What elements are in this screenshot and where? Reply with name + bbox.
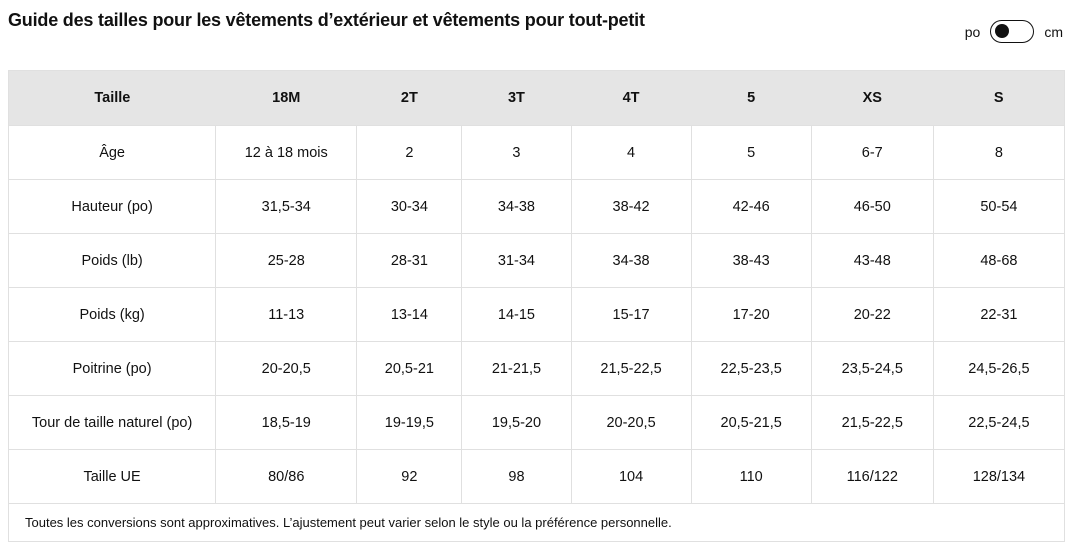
table-row: Hauteur (po) 31,5-34 30-34 34-38 38-42 42-46 4… (7, 179, 1066, 234)
topbar: Guide des tailles pour les vêtements d’e… (8, 8, 1065, 70)
column-header: XS (811, 70, 934, 126)
cell-value: 4 (570, 125, 692, 180)
toggle-knob-icon (995, 24, 1010, 38)
cell-value: 43-48 (810, 233, 934, 288)
cell-value: 50-54 (932, 179, 1066, 234)
cell-value: 46-50 (810, 179, 934, 234)
column-header: 18M (215, 70, 357, 126)
column-header: 4T (571, 70, 692, 126)
cell-value: 22,5-24,5 (932, 395, 1066, 450)
column-header: S (933, 70, 1065, 126)
cell-value: 22,5-23,5 (690, 341, 812, 396)
table-row: Poids (kg) 11-13 13-14 14-15 15-17 17-20 20-22… (7, 287, 1066, 342)
row-label: Âge (7, 125, 217, 180)
footnote-row: Toutes les conversions sont approximativ… (8, 503, 1065, 542)
unit-option-po[interactable]: po (964, 23, 981, 40)
cell-value: 22-31 (932, 287, 1066, 342)
cell-value: 11-13 (215, 287, 358, 342)
cell-value: 20-22 (810, 287, 934, 342)
table-row: Poitrine (po) 20-20,5 20,5-21 21-21,5 21,5-2… (7, 341, 1066, 396)
row-label: Tour de taille naturel (po) (7, 395, 217, 450)
cell-value: 31,5-34 (215, 179, 358, 234)
cell-value: 34-38 (461, 179, 572, 234)
table-row: Poids (lb) 25-28 28-31 31-34 34-38 38-43 43-48… (7, 233, 1066, 288)
cell-value: 20-20,5 (215, 341, 358, 396)
cell-value: 48-68 (932, 233, 1066, 288)
unit-option-cm[interactable]: cm (1044, 23, 1063, 40)
cell-value: 38-43 (690, 233, 812, 288)
cell-value: 19,5-20 (461, 395, 572, 450)
row-label: Poids (kg) (7, 287, 217, 342)
cell-value: 12 à 18 mois (215, 125, 358, 180)
cell-value: 21,5-22,5 (810, 395, 934, 450)
cell-value: 3 (461, 125, 572, 180)
cell-value: 80/86 (215, 449, 358, 504)
cell-value: 25-28 (215, 233, 358, 288)
table-row: Âge 12 à 18 mois 2 3 4 5 6-7 8 (7, 125, 1066, 180)
cell-value: 34-38 (570, 233, 692, 288)
cell-value: 2 (356, 125, 463, 180)
table-row: Taille UE 80/86 92 98 104 110 116/122 128/134 (7, 449, 1066, 504)
cell-value: 21-21,5 (461, 341, 572, 396)
size-table-header-row: Taille 18M 2T 3T 4T 5 XS S (8, 70, 1065, 126)
table-row: Tour de taille naturel (po) 18,5-19 19-19,… (7, 395, 1066, 450)
cell-value: 31-34 (461, 233, 572, 288)
row-label: Poids (lb) (7, 233, 217, 288)
cell-value: 98 (461, 449, 572, 504)
cell-value: 42-46 (690, 179, 812, 234)
cell-value: 5 (690, 125, 812, 180)
cell-value: 20-20,5 (570, 395, 692, 450)
size-table: Taille 18M 2T 3T 4T 5 XS S Âge 12 à 18 mois 2 3 4 5 6… (7, 70, 1066, 542)
cell-value: 24,5-26,5 (932, 341, 1066, 396)
cell-value: 28-31 (356, 233, 463, 288)
cell-value: 128/134 (932, 449, 1066, 504)
column-header: 5 (691, 70, 812, 126)
cell-value: 6-7 (810, 125, 934, 180)
cell-value: 110 (690, 449, 812, 504)
cell-value: 8 (932, 125, 1066, 180)
row-label: Poitrine (po) (7, 341, 217, 396)
page-title: Guide des tailles pour les vêtements d’e… (8, 10, 645, 30)
unit-toggle-switch[interactable] (990, 20, 1035, 43)
column-header: Taille (8, 70, 216, 126)
footnote-text: Toutes les conversions sont approximativ… (8, 503, 1065, 542)
unit-toggle: po cm (965, 20, 1063, 43)
row-label: Hauteur (po) (7, 179, 217, 234)
cell-value: 116/122 (810, 449, 934, 504)
column-header: 3T (461, 70, 571, 126)
cell-value: 21,5-22,5 (570, 341, 692, 396)
cell-value: 18,5-19 (215, 395, 358, 450)
cell-value: 92 (356, 449, 463, 504)
column-header: 2T (356, 70, 462, 126)
row-label: Taille UE (7, 449, 217, 504)
cell-value: 13-14 (356, 287, 463, 342)
cell-value: 19-19,5 (356, 395, 463, 450)
cell-value: 104 (570, 449, 692, 504)
size-table-body: Âge 12 à 18 mois 2 3 4 5 6-7 8 Hauteur (po) 31,5-… (7, 125, 1066, 504)
cell-value: 17-20 (690, 287, 812, 342)
cell-value: 20,5-21 (356, 341, 463, 396)
cell-value: 23,5-24,5 (810, 341, 934, 396)
cell-value: 30-34 (356, 179, 463, 234)
cell-value: 20,5-21,5 (690, 395, 812, 450)
cell-value: 14-15 (461, 287, 572, 342)
cell-value: 15-17 (570, 287, 692, 342)
cell-value: 38-42 (570, 179, 692, 234)
size-guide-page: Guide des tailles pour les vêtements d’e… (7, 8, 1066, 542)
